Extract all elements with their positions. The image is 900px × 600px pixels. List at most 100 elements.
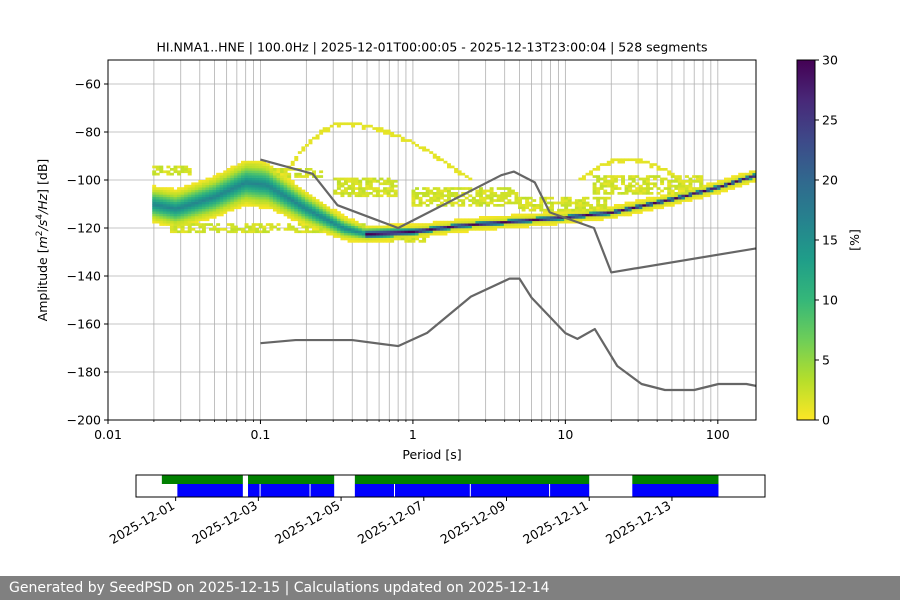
- ppsd-cell: [301, 220, 306, 224]
- ppsd-cell: [244, 175, 249, 178]
- ppsd-cell: [500, 216, 505, 219]
- ppsd-cell: [372, 237, 377, 241]
- ppsd-cell: [212, 194, 217, 198]
- ppsd-cell: [262, 199, 267, 202]
- ppsd-cell: [187, 201, 192, 205]
- ppsd-cell: [276, 170, 281, 174]
- ppsd-cell: [617, 204, 622, 207]
- ppsd-cell: [372, 232, 377, 236]
- ppsd-cell: [177, 211, 182, 214]
- ppsd-cell: [649, 175, 654, 178]
- ppsd-cell: [322, 230, 327, 234]
- ppsd-cell: [187, 216, 192, 219]
- ppsd-cell: [613, 158, 618, 162]
- ppsd-cell: [599, 184, 604, 188]
- ppsd-cell: [447, 199, 451, 202]
- ppsd-cell: [415, 223, 419, 226]
- ppsd-cell: [546, 201, 551, 205]
- ppsd-cell: [262, 196, 267, 200]
- ppsd-cell: [248, 196, 253, 200]
- ppsd-cell: [400, 237, 405, 241]
- y-tick-label: −140: [67, 269, 101, 284]
- ppsd-cell: [223, 180, 228, 183]
- ppsd-cell: [553, 218, 558, 222]
- ppsd-cell: [724, 187, 728, 190]
- ppsd-cell: [709, 184, 714, 188]
- ppsd-cell: [667, 180, 672, 183]
- ppsd-cell: [230, 187, 235, 190]
- ppsd-cell: [621, 182, 625, 186]
- ppsd-cell: [478, 187, 483, 190]
- ppsd-cell: [585, 201, 590, 205]
- ppsd-cell: [727, 177, 732, 181]
- ppsd-cell: [645, 192, 650, 195]
- ppsd-cell: [340, 189, 345, 193]
- ppsd-cell: [184, 201, 189, 205]
- ppsd-cell: [567, 196, 572, 200]
- ppsd-cell: [745, 177, 750, 181]
- ppsd-cell: [447, 230, 451, 234]
- ppsd-cell: [592, 206, 597, 210]
- ppsd-cell: [439, 232, 444, 236]
- ppsd-cell: [454, 168, 459, 171]
- ppsd-cell: [283, 187, 288, 190]
- ppsd-cell: [375, 237, 380, 241]
- ppsd-cell: [219, 177, 224, 181]
- ppsd-cell: [201, 230, 206, 234]
- ppsd-cell: [361, 192, 366, 195]
- ppsd-cell: [514, 192, 519, 195]
- ppsd-cell: [187, 172, 192, 176]
- ppsd-cell: [635, 199, 640, 202]
- ppsd-cell: [255, 175, 260, 178]
- ppsd-cell: [429, 228, 434, 231]
- ppsd-cell: [209, 187, 213, 190]
- ppsd-cell: [233, 201, 238, 205]
- ppsd-cell: [233, 225, 238, 229]
- ppsd-cell: [514, 194, 519, 198]
- ppsd-cell: [194, 201, 199, 205]
- ppsd-cell: [241, 194, 245, 198]
- ppsd-cell: [603, 204, 608, 207]
- ppsd-cell: [159, 218, 164, 222]
- ppsd-cell: [269, 225, 274, 229]
- ppsd-cell: [241, 228, 245, 231]
- ppsd-cell: [422, 201, 427, 205]
- ppsd-cell: [262, 230, 267, 234]
- ppsd-cell: [706, 189, 711, 193]
- ppsd-cell: [269, 175, 274, 178]
- ppsd-cell: [539, 208, 544, 212]
- ppsd-cell: [173, 201, 178, 205]
- ppsd-cell: [212, 201, 217, 205]
- ppsd-cell: [351, 192, 356, 195]
- ppsd-cell: [290, 196, 295, 200]
- ppsd-cell: [290, 213, 295, 217]
- ppsd-cell: [688, 194, 693, 198]
- ppsd-cell: [276, 180, 281, 183]
- ppsd-cell: [542, 220, 547, 224]
- ppsd-cell: [212, 177, 217, 181]
- ppsd-cell: [194, 187, 199, 190]
- ppsd-cell: [692, 194, 697, 198]
- ppsd-cell: [457, 223, 462, 226]
- ppsd-cell: [283, 201, 288, 205]
- ppsd-cell: [422, 192, 427, 195]
- ppsd-cell: [333, 189, 338, 193]
- ppsd-cell: [226, 184, 231, 188]
- ppsd-cell: [677, 177, 682, 181]
- ppsd-cell: [695, 196, 700, 200]
- ppsd-cell: [471, 199, 476, 202]
- ppsd-cell: [187, 189, 192, 193]
- ppsd-cell: [649, 199, 654, 202]
- ppsd-cell: [216, 172, 221, 176]
- ppsd-cell: [244, 170, 249, 174]
- ppsd-cell: [244, 189, 249, 193]
- ppsd-cell: [645, 184, 650, 188]
- ppsd-cell: [319, 170, 324, 174]
- ppsd-cell: [677, 196, 682, 200]
- ppsd-cell: [539, 213, 544, 217]
- ppsd-cell: [454, 230, 459, 234]
- ppsd-cell: [159, 192, 164, 195]
- ppsd-cell: [301, 189, 306, 193]
- ppsd-cell: [269, 204, 274, 207]
- ppsd-cell: [447, 163, 451, 166]
